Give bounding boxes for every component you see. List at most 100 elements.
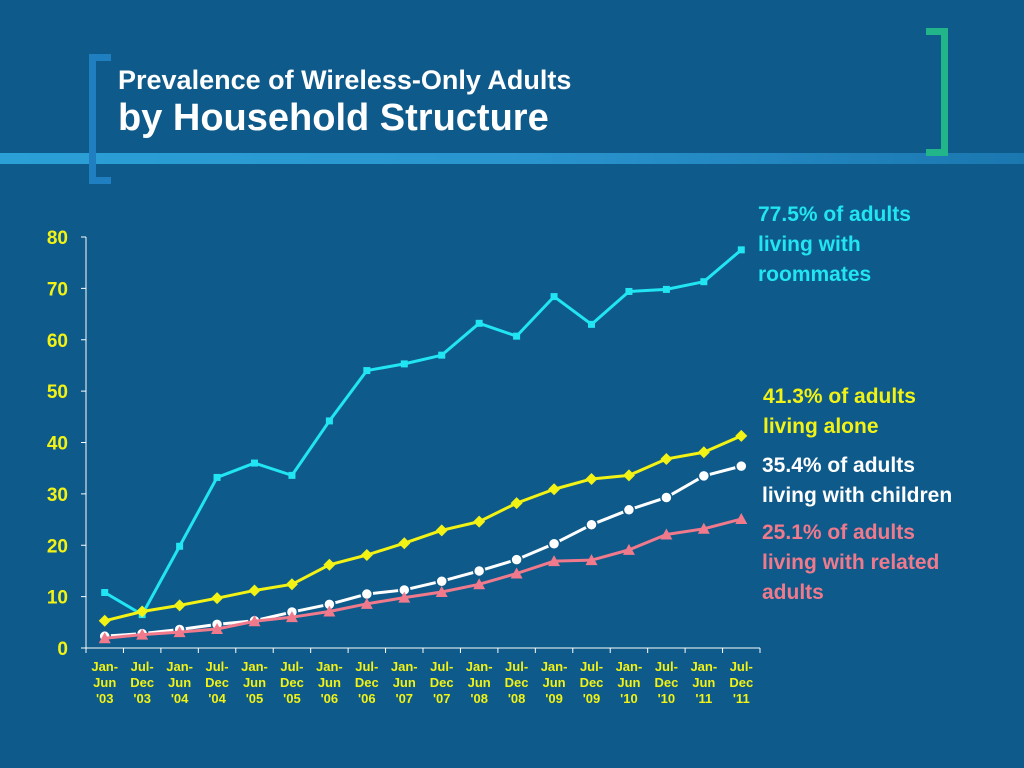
x-tick-label: Jul-Dec '07 [430,659,454,706]
series-label-related: 25.1% of adults living with related adul… [762,521,940,604]
data-point-children [622,503,636,517]
y-tick-label: 50 [47,382,68,403]
x-tick-label: Jan-Jun '05 [241,659,268,706]
data-point-roommates [363,367,371,375]
data-point-roommates [662,285,670,293]
series-label-children: 35.4% of adults living with children [762,454,953,507]
x-tick-label: Jul-Dec '09 [580,659,604,706]
x-tick-label: Jan-Jun '06 [316,659,343,706]
data-point-alone [510,497,523,510]
header-accent-bar [0,153,1024,164]
data-point-related [473,578,486,590]
x-tick-label: Jan-Jun '04 [166,659,193,706]
x-tick-label: Jul-Dec '04 [205,659,229,706]
data-point-alone [360,549,373,562]
slide-title: Prevalence of Wireless-Only Adults by Ho… [118,64,571,140]
data-point-roommates [550,293,558,301]
x-tick-label: Jul-Dec '10 [654,659,678,706]
data-point-roommates [251,459,258,467]
data-point-related [622,543,635,555]
data-point-alone [136,605,149,618]
data-point-alone [548,483,561,496]
data-point-related [735,513,748,525]
y-tick-label: 70 [47,279,68,300]
data-point-children [697,469,711,483]
series-line-alone [104,434,742,623]
title-line-2: by Household Structure [118,97,549,139]
data-point-alone [473,515,486,528]
series-line-related [104,517,742,640]
data-point-roommates [400,360,408,368]
data-point-alone [248,584,261,597]
data-point-roommates [737,246,745,254]
data-point-related [697,522,710,534]
data-point-children [585,518,598,531]
data-point-alone [660,452,673,465]
y-tick-label: 30 [47,485,68,506]
data-point-alone [323,558,336,571]
series-line-roommates [103,248,743,617]
data-point-related [360,597,373,609]
data-point-roommates [438,351,446,359]
data-point-related [398,591,411,603]
series-label-roommates: 77.5% of adults living with roommates [758,203,911,286]
y-tick-label: 80 [47,228,68,249]
data-point-alone [173,599,186,612]
data-point-roommates [325,417,333,425]
data-point-related [510,567,523,579]
data-point-related [285,611,298,623]
x-tick-label: Jan-Jun '08 [466,659,493,706]
data-point-roommates [513,332,521,340]
data-point-alone [735,429,748,442]
series-label-alone: 41.3% of adults living alone [763,385,916,438]
data-point-roommates [588,320,595,328]
data-point-roommates [101,589,109,597]
y-tick-label: 10 [47,588,68,609]
data-point-roommates [176,542,184,550]
y-tick-label: 0 [57,639,68,660]
x-tick-label: Jan-Jun '07 [391,659,418,706]
data-point-related [136,628,149,640]
y-tick-label: 60 [47,331,68,352]
data-point-related [548,555,561,567]
x-tick-label: Jan-Jun '09 [541,659,568,706]
data-point-alone [98,614,111,627]
data-point-alone [211,592,224,605]
x-tick-label: Jul-Dec '06 [355,659,379,706]
left-bracket-decoration [89,54,111,184]
data-point-alone [697,446,710,459]
x-tick-label: Jul-Dec '05 [280,659,304,706]
data-point-related [323,605,336,617]
x-tick-label: Jan-Jun '10 [616,659,643,706]
data-point-children [547,537,561,550]
x-tick-label: Jul-Dec '08 [505,659,529,706]
data-point-alone [622,469,635,482]
data-point-children [435,574,448,588]
data-point-roommates [288,471,296,479]
data-point-related [211,622,224,634]
data-point-children [472,564,486,578]
data-point-children [660,491,673,504]
data-point-alone [435,524,448,537]
data-point-children [510,553,523,566]
data-point-roommates [213,473,221,481]
data-point-alone [285,578,298,591]
title-line-1: Prevalence of Wireless-Only Adults [118,65,572,95]
y-tick-label: 20 [47,536,68,557]
y-tick-label: 40 [47,434,68,455]
data-point-alone [398,537,411,550]
x-tick-label: Jul-Dec '03 [130,659,154,706]
data-point-related [98,632,111,644]
data-point-roommates [700,278,708,286]
data-point-related [435,586,448,598]
series-line-children [104,464,742,638]
data-point-roommates [625,287,633,295]
x-tick-label: Jan-Jun '03 [91,659,118,706]
x-tick-label: Jan-Jun '11 [690,659,717,706]
data-point-related [660,528,673,540]
data-point-related [585,554,598,566]
data-point-roommates [475,319,483,327]
data-point-alone [585,472,598,485]
right-bracket-decoration [926,28,948,156]
